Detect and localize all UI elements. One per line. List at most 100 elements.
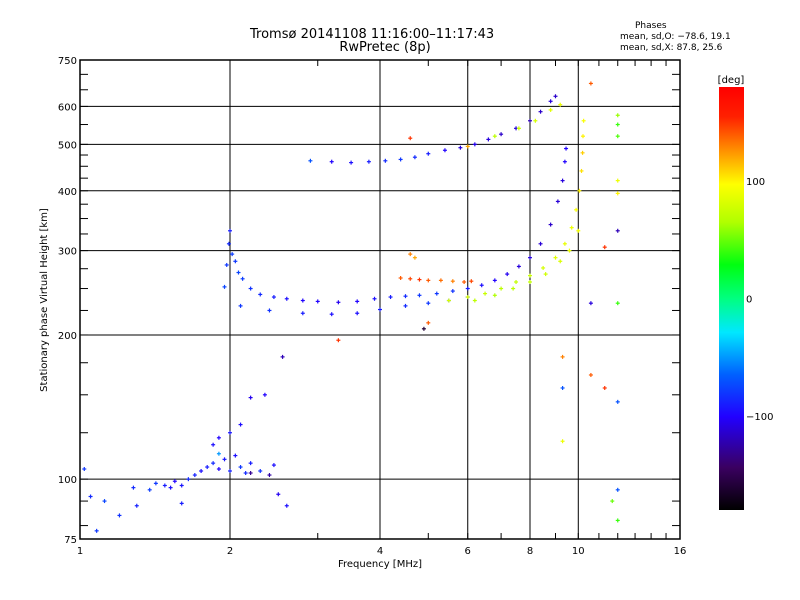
data-point xyxy=(408,136,413,141)
data-point xyxy=(434,291,439,296)
data-point xyxy=(569,225,574,230)
data-point xyxy=(417,277,422,282)
data-point xyxy=(469,279,474,284)
x-tick-label: 4 xyxy=(377,546,383,557)
chart-title-line2: RwPretec (8p) xyxy=(0,40,800,55)
data-point xyxy=(336,338,341,343)
data-point xyxy=(479,283,484,288)
data-point xyxy=(514,279,519,284)
data-point xyxy=(465,286,470,291)
data-point xyxy=(216,451,221,456)
data-point xyxy=(383,158,388,163)
data-point xyxy=(567,248,572,253)
data-point xyxy=(162,483,167,488)
y-tick-label: 400 xyxy=(58,187,77,198)
data-point xyxy=(102,499,107,504)
data-point xyxy=(615,228,620,233)
data-point xyxy=(94,528,99,533)
data-point xyxy=(226,241,231,246)
data-point xyxy=(560,385,565,390)
data-point xyxy=(199,468,204,473)
data-point xyxy=(211,442,216,447)
data-point xyxy=(458,145,463,150)
data-point xyxy=(211,461,216,466)
data-point xyxy=(228,228,232,233)
data-point xyxy=(450,289,455,294)
data-point xyxy=(248,395,253,400)
data-point xyxy=(280,354,285,359)
data-point xyxy=(366,159,371,164)
data-point xyxy=(222,284,227,289)
data-point xyxy=(186,477,191,482)
data-point xyxy=(355,311,360,316)
x-tick-label: 6 xyxy=(465,546,471,557)
data-point xyxy=(82,467,87,472)
colorbar-tick-label: 100 xyxy=(746,177,765,188)
data-point xyxy=(153,481,158,486)
data-point xyxy=(408,276,413,281)
data-point xyxy=(610,499,615,504)
data-point xyxy=(426,301,431,306)
data-point xyxy=(442,148,447,153)
y-tick-label: 500 xyxy=(58,140,77,151)
data-point xyxy=(580,134,585,139)
data-point xyxy=(378,307,382,312)
data-point xyxy=(216,467,221,472)
data-point xyxy=(355,299,360,304)
data-point xyxy=(426,151,431,156)
y-tick-label: 750 xyxy=(58,56,77,67)
colorbar-tick-label: −100 xyxy=(746,412,773,423)
data-point xyxy=(172,479,177,484)
data-point xyxy=(553,94,558,99)
data-point xyxy=(602,245,607,250)
data-point xyxy=(131,485,136,490)
data-point xyxy=(615,399,620,404)
colorbar-unit-label: [deg] xyxy=(718,75,745,86)
data-point xyxy=(421,326,426,331)
y-tick-label: 75 xyxy=(64,535,77,546)
data-point xyxy=(465,295,470,300)
data-point xyxy=(403,303,408,308)
data-point xyxy=(147,487,152,492)
data-point xyxy=(574,207,579,212)
x-tick-label: 2 xyxy=(227,546,233,557)
y-tick-label: 300 xyxy=(58,247,77,258)
data-point xyxy=(238,422,243,427)
data-point xyxy=(238,303,243,308)
data-point xyxy=(548,222,553,227)
data-point xyxy=(243,471,248,476)
x-tick-label: 8 xyxy=(527,546,533,557)
data-point xyxy=(236,270,241,275)
data-point xyxy=(562,159,567,164)
x-tick-label: 1 xyxy=(77,546,83,557)
data-point xyxy=(179,501,184,506)
phase-stats-x: mean, sd,X: 87.8, 25.6 xyxy=(620,43,723,53)
data-point xyxy=(240,276,245,281)
data-point xyxy=(588,372,593,377)
data-point xyxy=(308,158,313,163)
data-point xyxy=(486,137,491,142)
data-point xyxy=(179,483,184,488)
data-point xyxy=(284,503,289,508)
data-point xyxy=(528,255,532,260)
data-point xyxy=(238,465,243,470)
data-point xyxy=(558,102,563,107)
data-point xyxy=(538,109,543,114)
data-point xyxy=(276,492,281,497)
data-point xyxy=(499,132,504,137)
data-point xyxy=(492,293,497,298)
data-point xyxy=(511,286,516,291)
data-point xyxy=(222,457,227,462)
data-point xyxy=(553,255,558,260)
data-point xyxy=(615,518,620,523)
data-point xyxy=(412,155,417,160)
x-tick-label: 16 xyxy=(674,546,687,557)
data-point xyxy=(472,298,477,303)
data-point xyxy=(388,295,393,300)
data-point xyxy=(615,134,620,139)
data-points xyxy=(82,81,620,533)
data-point xyxy=(533,118,538,123)
chart-title-line1: Tromsø 20141108 11:16:00–11:17:43 xyxy=(250,27,495,42)
y-axis-title: Stationary phase Virtual Height [km] xyxy=(39,208,50,392)
